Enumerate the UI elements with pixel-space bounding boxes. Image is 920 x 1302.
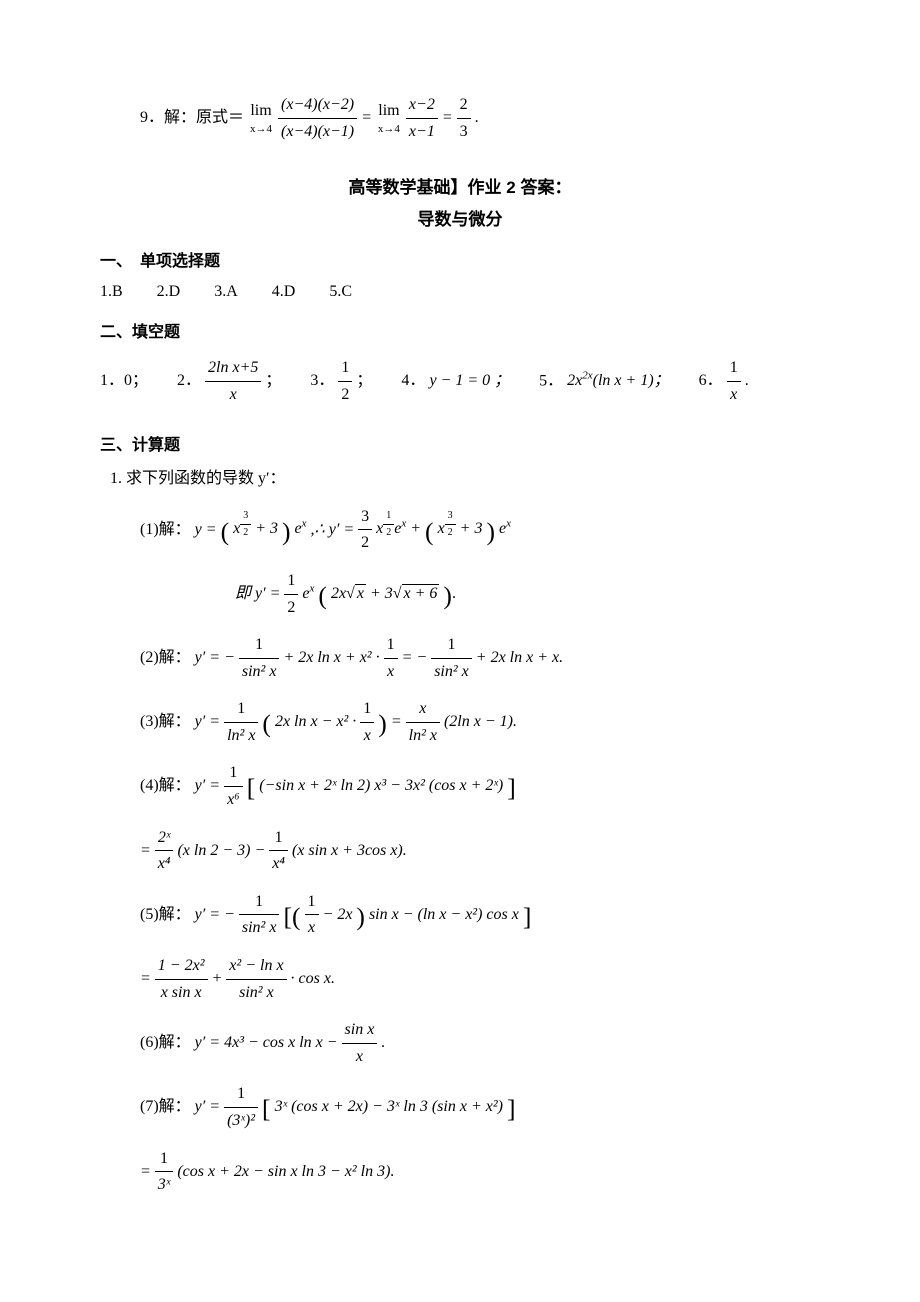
problem-3: (3)解： y′ = 1ln² x ( 2x ln x − x² · 1x ) …: [140, 696, 820, 748]
problem-1: (1)解： y = ( x32 + 3 ) ex ,∴ y′ = 32 x12e…: [140, 504, 820, 556]
fill-5: 5． 2x2x(ln x + 1)；: [539, 368, 670, 394]
problem-6: (6)解： y′ = 4x³ − cos x ln x − sin xx .: [140, 1017, 820, 1069]
fill-6: 6． 1x .: [699, 355, 749, 407]
fill-4: 4． y − 1 = 0 ；: [401, 368, 510, 394]
mc-answer-2: 2.D: [157, 279, 181, 305]
eq1: =: [361, 109, 372, 126]
problem-9: 9．解：原式＝ lim x→4 (x−4)(x−2) (x−4)(x−1) = …: [140, 92, 820, 144]
problem9-label: 9．解：原式＝: [140, 109, 244, 126]
problem-5-line2: = 1 − 2x²x sin x + x² − ln xsin² x · cos…: [140, 953, 820, 1005]
limit1: lim x→4: [250, 98, 272, 138]
fill-1: 1．0；: [100, 368, 148, 394]
mc-answer-5: 5.C: [329, 279, 352, 305]
problem-4: (4)解： y′ = 1x⁶ [ (−sin x + 2ˣ ln 2) x³ −…: [140, 760, 820, 812]
problem-5: (5)解： y′ = − 1sin² x [( 1x − 2x ) sin x …: [140, 889, 820, 941]
frac1: (x−4)(x−2) (x−4)(x−1): [278, 92, 357, 144]
problem-7: (7)解： y′ = 1(3ˣ)² [ 3ˣ (cos x + 2x) − 3ˣ…: [140, 1081, 820, 1133]
section1-answers: 1.B 2.D 3.A 4.D 5.C: [100, 279, 820, 305]
limit2: lim x→4: [378, 98, 400, 138]
problem-4-line2: = 2ˣx⁴ (x ln 2 − 3) − 1x⁴ (x sin x + 3co…: [140, 825, 820, 877]
frac3: 2 3: [457, 92, 471, 144]
section2-heading: 二、填空题: [100, 320, 820, 346]
section3-heading: 三、计算题: [100, 433, 820, 459]
problem-2: (2)解： y′ = − 1sin² x + 2x ln x + x² · 1x…: [140, 632, 820, 684]
subtitle: 导数与微分: [100, 206, 820, 233]
section3-intro: 1. 求下列函数的导数 y′：: [110, 466, 820, 492]
page-title: 高等数学基础】作业 2 答案：: [100, 174, 820, 201]
fill-2: 2． 2ln x+5x ；: [177, 355, 281, 407]
problem-7-line2: = 13ˣ (cos x + 2x − sin x ln 3 − x² ln 3…: [140, 1146, 820, 1198]
section1-heading: 一、 单项选择题: [100, 249, 820, 275]
mc-answer-3: 3.A: [214, 279, 238, 305]
eq2: =: [442, 109, 453, 126]
fill-answers: 1．0； 2． 2ln x+5x ； 3． 12 ； 4． y − 1 = 0 …: [100, 355, 820, 407]
mc-answer-4: 4.D: [272, 279, 296, 305]
mc-answer-1: 1.B: [100, 279, 123, 305]
fill-3: 3． 12 ；: [310, 355, 372, 407]
problem-1-line2: 即 y′ = 12 ex ( 2x√x + 3√x + 6 ).: [235, 568, 820, 620]
frac2: x−2 x−1: [406, 92, 438, 144]
